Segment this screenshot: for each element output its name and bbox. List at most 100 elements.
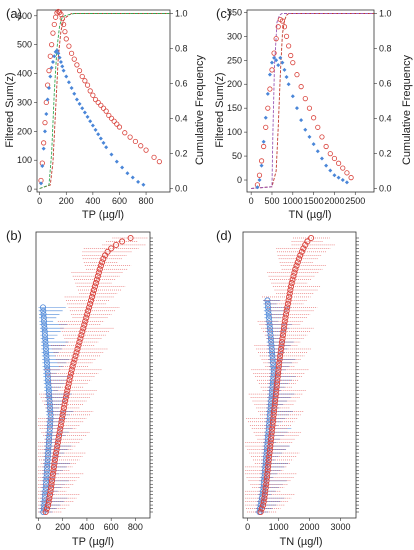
d-red-point	[271, 404, 278, 411]
a-point-blue	[85, 114, 90, 119]
panel-b-xlabel: TP (µg/l)	[72, 536, 114, 548]
d-red-point	[280, 328, 287, 335]
d-red-point	[284, 304, 291, 311]
panel-c-label: (c)	[216, 6, 231, 21]
b-red-point	[64, 384, 72, 391]
a-point-red	[79, 73, 85, 80]
c-plot-frame	[246, 9, 375, 193]
d-red-point	[273, 387, 280, 394]
c-ytick-label: 50	[232, 151, 242, 161]
b-red-point	[64, 387, 71, 394]
d-plot-frame	[242, 231, 357, 519]
b-xtick-label: 600	[104, 522, 119, 532]
b-red-point	[50, 463, 57, 470]
d-red-point	[271, 401, 278, 408]
d-red-point	[262, 488, 269, 495]
b-blue-point	[41, 332, 48, 339]
c-y2tick-label: 0.4	[379, 114, 392, 124]
a-point-blue	[96, 132, 101, 137]
a-point-blue	[48, 74, 53, 79]
d-red-point	[263, 477, 270, 484]
d-red-point	[264, 467, 271, 474]
a-ytick-label: 400	[17, 69, 32, 79]
d-xtick-label: 2000	[300, 522, 320, 532]
b-red-point	[51, 456, 58, 464]
a-point-blue	[58, 60, 63, 64]
c-point-red	[319, 134, 325, 140]
b-red-point	[59, 411, 66, 418]
c-point-red	[267, 86, 273, 92]
panel-d-label: (d)	[216, 228, 232, 243]
b-blue-point	[45, 387, 52, 394]
b-red-point	[78, 332, 85, 339]
d-red-point	[269, 422, 276, 429]
b-red-point	[52, 449, 60, 457]
a-cumulative-line	[39, 13, 170, 189]
a-point-red	[66, 43, 72, 49]
a-point-blue	[109, 152, 114, 157]
plot-c: 0 500 1000 1500 2000 2500 0 50 100 150 200 250 300 35…	[227, 7, 392, 206]
b-red-point	[49, 470, 57, 477]
b-red-point	[97, 262, 104, 269]
b-red-point	[91, 283, 98, 290]
a-point-blue	[141, 182, 146, 187]
a-point-red	[132, 138, 139, 145]
c-cumulative-line	[251, 13, 374, 189]
a-ytick-label: 200	[17, 126, 32, 136]
b-red-point	[46, 495, 53, 502]
a-point-red	[84, 82, 91, 88]
a-xtick-label: 800	[139, 196, 154, 206]
b-red-point	[47, 488, 54, 495]
c-point-red	[281, 24, 288, 30]
a-point-red	[127, 134, 133, 140]
c-point-red	[288, 52, 294, 59]
a-point-red	[138, 143, 144, 149]
c-point-blue	[290, 94, 295, 99]
a-point-red	[92, 96, 99, 103]
c-xtick-label: 2500	[345, 196, 365, 206]
b-red-point	[99, 259, 106, 266]
d-red-point	[278, 339, 286, 346]
b-blue-point	[42, 345, 49, 352]
d-red-point	[282, 311, 290, 318]
a-point-red	[122, 130, 128, 136]
b-red-point	[85, 307, 92, 314]
a-point-red	[42, 120, 48, 126]
c-xtick-label: 1000	[283, 196, 303, 206]
b-red-point	[83, 314, 90, 321]
a-point-blue	[54, 48, 59, 53]
b-red-point	[45, 502, 52, 509]
c-point-blue	[255, 185, 260, 190]
b-red-point	[48, 481, 55, 488]
c-ytick-label: 0	[237, 175, 242, 185]
c-point-red	[315, 124, 321, 130]
c-point-blue	[284, 75, 289, 80]
b-red-point	[55, 432, 63, 439]
d-red-point	[287, 286, 294, 294]
d-red-point	[289, 276, 296, 283]
a-point-blue	[80, 106, 85, 111]
d-red-point	[261, 495, 268, 502]
b-red-point	[54, 443, 61, 450]
b-red-point	[60, 404, 67, 411]
d-red-point	[292, 266, 299, 273]
d-red-point	[288, 280, 295, 287]
a-y2tick-label: 1.0	[175, 9, 188, 19]
b-red-point	[48, 484, 55, 491]
d-blue-point	[266, 314, 273, 321]
d-blue-point	[265, 304, 272, 311]
d-red-point	[298, 248, 305, 255]
b-blue-point	[45, 384, 52, 391]
panel-d-xlabel: TN (µg/l)	[279, 536, 322, 548]
plot-a: 0 200 400 600 800 0 100 200 300 400 500 600 0.0 0.2 0.…	[17, 9, 188, 207]
c-point-blue	[303, 127, 308, 132]
c-point-red	[340, 165, 346, 171]
b-red-point	[50, 467, 57, 474]
c-point-blue	[324, 163, 329, 168]
c-point-red	[327, 151, 333, 157]
b-blue-point	[47, 404, 54, 411]
b-red-point	[79, 328, 86, 335]
a-point-red	[111, 118, 117, 124]
d-red-point	[285, 297, 292, 304]
